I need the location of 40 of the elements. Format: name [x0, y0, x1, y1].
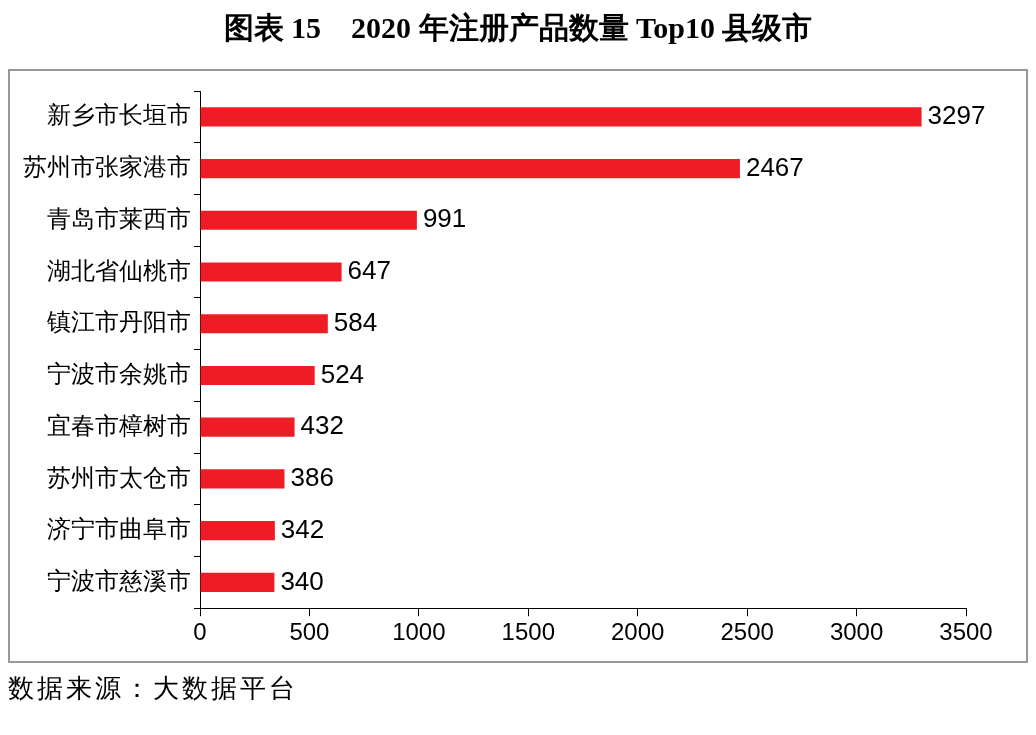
data-label: 3297 — [927, 100, 986, 131]
y-tick-label: 湖北省仙桃市 — [47, 256, 191, 284]
bar — [200, 314, 328, 334]
y-tick-label: 镇江市丹阳市 — [46, 308, 191, 336]
data-label: 584 — [333, 306, 378, 337]
y-tick-label: 宜春市樟树市 — [47, 411, 191, 439]
bar — [200, 365, 315, 386]
bar — [200, 572, 275, 592]
x-tick-label: 1500 — [501, 618, 555, 646]
x-tick-label: 1000 — [392, 618, 446, 646]
data-label: 342 — [280, 513, 325, 544]
y-tick-label: 济宁市曲阜市 — [47, 515, 191, 543]
data-label: 2467 — [745, 151, 804, 182]
x-tick-label: 500 — [289, 618, 330, 646]
data-label: 340 — [280, 565, 324, 596]
y-tick-label: 宁波市余姚市 — [47, 360, 191, 388]
data-label: 524 — [320, 358, 365, 389]
bar — [200, 262, 342, 282]
bar — [200, 107, 922, 127]
bar — [200, 521, 275, 541]
y-tick-label: 宁波市慈溪市 — [47, 566, 191, 594]
y-tick-label: 苏州市张家港市 — [23, 153, 191, 181]
y-tick-label: 新乡市长垣市 — [47, 101, 191, 129]
bar — [200, 210, 417, 230]
data-label: 991 — [422, 203, 467, 234]
data-label: 647 — [347, 255, 391, 286]
bar — [200, 417, 295, 437]
x-tick-label: 0 — [193, 618, 207, 646]
bar — [200, 159, 740, 179]
data-label: 432 — [300, 410, 344, 441]
x-tick-label: 3000 — [829, 618, 884, 646]
y-tick-label: 青岛市莱西市 — [47, 204, 191, 232]
chart-title: 图表 15 2020 年注册产品数量 Top10 县级市 — [222, 10, 814, 46]
x-tick-label: 2000 — [611, 618, 665, 646]
bar — [200, 469, 285, 489]
x-tick-label: 3500 — [939, 618, 993, 646]
source-note: 数据来源：大数据平台 — [8, 673, 299, 705]
x-tick-label: 2500 — [720, 618, 774, 646]
data-label: 386 — [290, 462, 334, 493]
y-tick-label: 苏州市太仓市 — [47, 463, 191, 491]
